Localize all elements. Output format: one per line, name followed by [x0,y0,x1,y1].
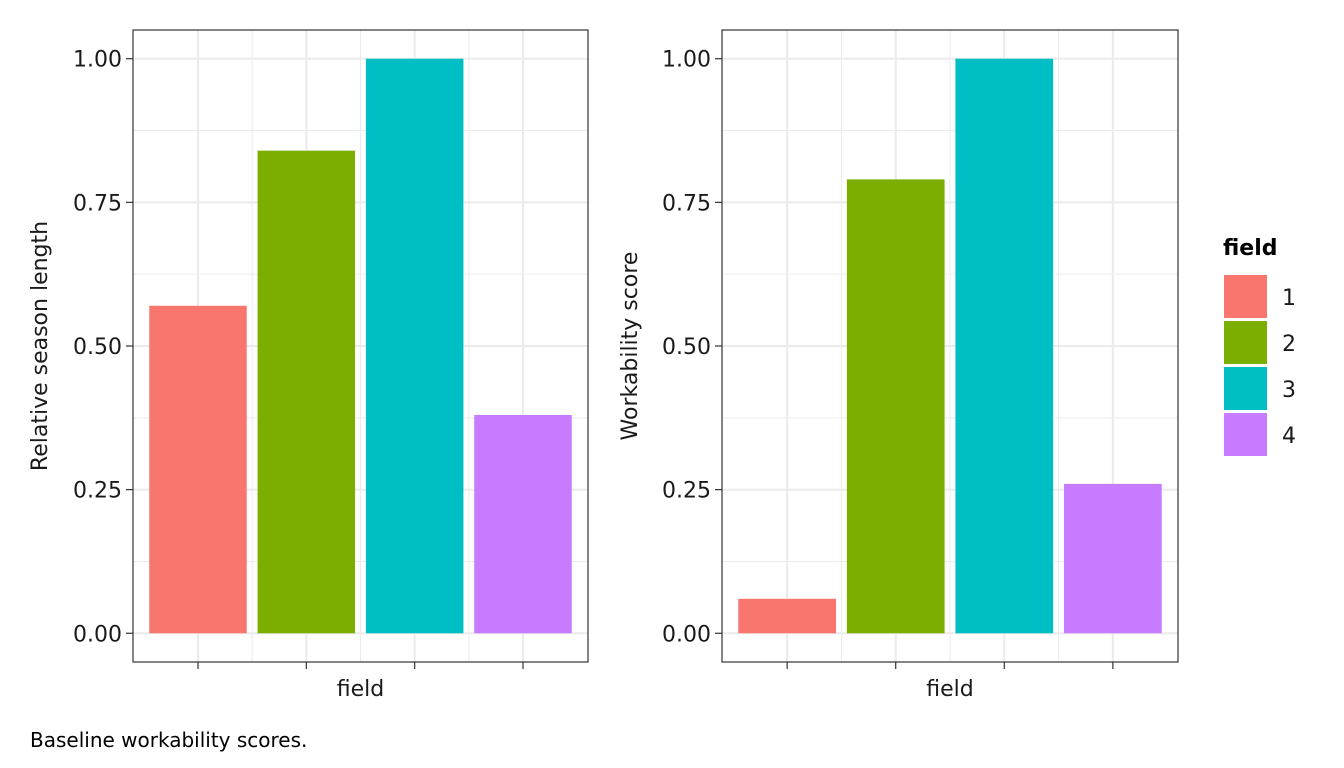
bar-field-4 [1064,483,1162,634]
legend-title: field [1223,236,1278,261]
y-tick-label: 0.75 [662,191,711,216]
figure-caption: Baseline workability scores. [30,728,308,752]
legend-label-1: 1 [1282,286,1296,311]
bar-field-3 [365,58,464,634]
y-tick-label: 0.50 [73,335,122,360]
y-tick-label: 1.00 [73,48,122,73]
bar-field-2 [257,150,356,634]
y-tick-label: 0.50 [662,335,711,360]
legend-label-4: 4 [1282,424,1296,449]
bar-field-4 [474,414,572,634]
legend-key-2 [1224,321,1267,364]
right-chart-panel: 0.00 0.25 0.50 0.75 1.00 field Workability sco… [618,29,1179,702]
y-tick-label: 0.00 [662,622,711,647]
y-tick-label: 0.25 [662,479,711,504]
x-axis-title: field [337,677,384,702]
y-tick-label: 1.00 [662,48,711,73]
x-axis-title: field [926,677,973,702]
legend-label-2: 2 [1282,332,1296,357]
legend-label-3: 3 [1282,378,1296,403]
left-chart-panel: 0.00 0.25 0.50 0.75 1.00 field Relative season… [28,29,589,702]
y-tick-label: 0.25 [73,479,122,504]
y-tick-label: 0.75 [73,191,122,216]
bar-field-1 [149,305,247,634]
bar-field-1 [738,598,836,634]
bar-field-3 [955,58,1054,634]
legend-key-3 [1224,367,1267,410]
y-tick-label: 0.00 [73,622,122,647]
y-axis-title: Relative season length [28,221,53,471]
legend-key-4 [1224,413,1267,456]
y-axis-title: Workability score [618,252,643,441]
bar-field-2 [846,179,945,634]
legend-key-1 [1224,275,1267,318]
